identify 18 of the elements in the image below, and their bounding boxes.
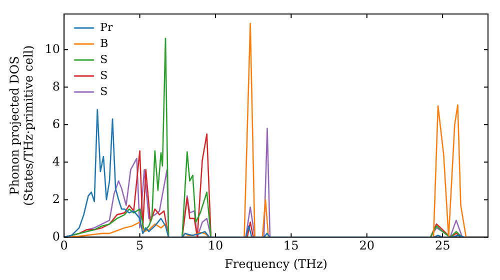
y-tick-label: 2: [52, 192, 60, 206]
x-tick-label: 5: [136, 238, 144, 253]
legend-label: Pr: [100, 20, 114, 34]
legend-label: S: [100, 84, 108, 98]
legend-label: S: [100, 68, 108, 82]
y-tick-label: 6: [52, 116, 60, 131]
legend-label: B: [100, 36, 108, 50]
legend-label: S: [100, 52, 108, 66]
x-axis-title: Frequency (THz): [224, 256, 328, 271]
y-tick-label: 4: [52, 154, 60, 168]
y-tick-label: 10: [44, 42, 60, 56]
x-tick-label: 25: [434, 238, 450, 253]
y-tick-label: 8: [52, 79, 60, 94]
y-tick-label: 0: [52, 229, 60, 244]
x-tick-label: 10: [208, 238, 224, 253]
x-tick-label: 20: [359, 238, 375, 253]
y-axis-title: Phonon projected DOS (States/THz·primitive cell): [7, 45, 36, 206]
x-tick-label: 15: [284, 238, 299, 253]
